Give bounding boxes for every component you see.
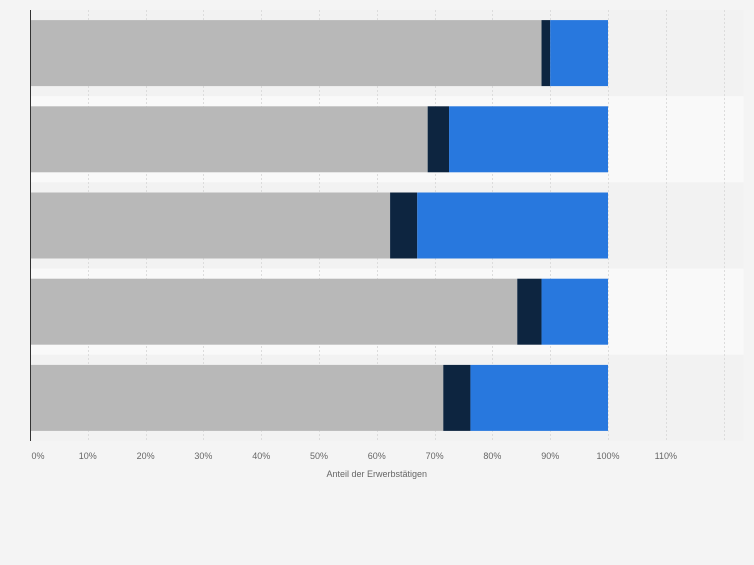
bars	[30, 20, 608, 431]
x-tick-label-5: 50%	[310, 451, 328, 461]
x-tick-label-8: 80%	[483, 451, 501, 461]
x-tick-label-3: 30%	[194, 451, 212, 461]
x-tick-label-11: 110%	[655, 451, 677, 461]
x-tick-label-10: 100%	[596, 451, 619, 461]
bar-row5-segment3[interactable]	[470, 364, 608, 431]
x-tick-label-0: 0%	[31, 451, 44, 461]
bar-row1-segment3[interactable]	[550, 20, 608, 87]
bar-row1-segment2[interactable]	[541, 20, 551, 87]
bar-row4-segment2[interactable]	[517, 278, 542, 345]
bar-row5-segment1[interactable]	[30, 364, 444, 431]
x-tick-label-1: 10%	[79, 451, 97, 461]
bar-row4-segment1[interactable]	[30, 278, 518, 345]
bar-row2-segment3[interactable]	[449, 106, 608, 173]
bar-row2-segment2[interactable]	[427, 106, 450, 173]
x-tick-label-2: 20%	[137, 451, 155, 461]
x-tick-label-9: 90%	[541, 451, 559, 461]
x-tick-label-4: 40%	[252, 451, 270, 461]
x-tick-label-7: 70%	[426, 451, 444, 461]
bar-row3-segment2[interactable]	[390, 192, 418, 259]
bar-row4-segment3[interactable]	[541, 278, 608, 345]
bar-row2-segment1[interactable]	[30, 106, 428, 173]
bar-row1-segment1[interactable]	[30, 20, 542, 87]
bar-row3-segment3[interactable]	[417, 192, 608, 259]
bar-row3-segment1[interactable]	[30, 192, 391, 259]
bar-row5-segment2[interactable]	[443, 364, 471, 431]
x-axis-label: Anteil der Erwerbstätigen	[327, 469, 428, 479]
x-tick-label-6: 60%	[368, 451, 386, 461]
x-tick-labels: 0% 10% 20% 30% 40% 50% 60% 70% 80% 90% 100% 110%	[31, 451, 676, 461]
